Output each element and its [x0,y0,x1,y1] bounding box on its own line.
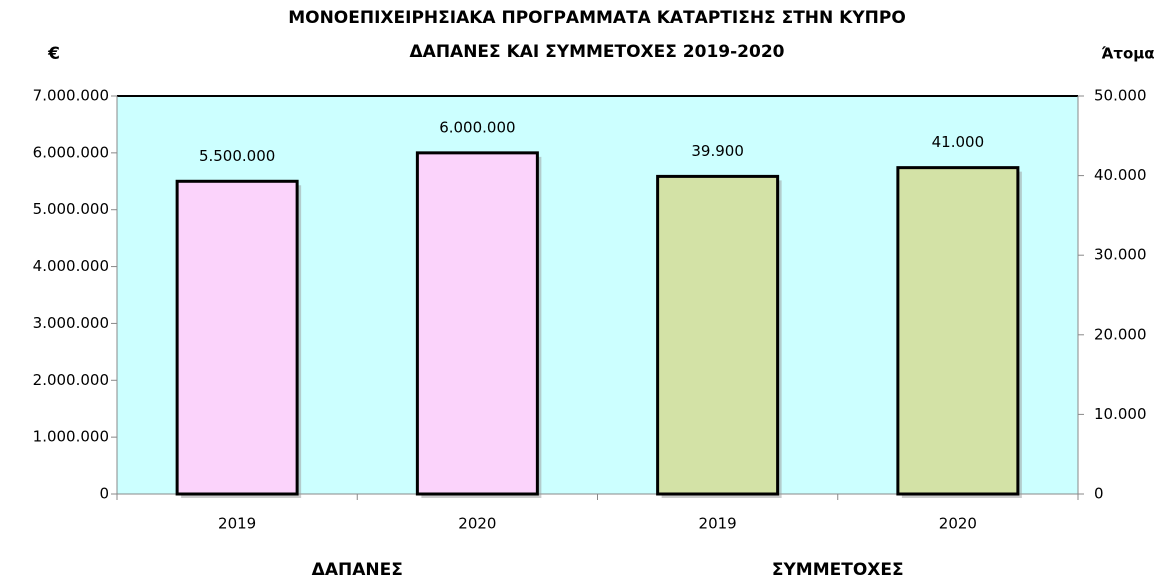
bar [415,151,539,496]
y2-tick-label: 0 [1094,485,1104,503]
x-tick-label: 2020 [458,515,496,533]
y-tick-label: 3.000.000 [33,314,109,332]
data-label: 5.500.000 [199,147,275,165]
bar [656,174,780,496]
data-label: 39.900 [691,142,744,160]
y-tick-label: 7.000.000 [33,87,109,105]
y2-tick-label: 30.000 [1094,246,1147,264]
data-label: 41.000 [932,133,985,151]
y2-tick-label: 10.000 [1094,405,1147,423]
x-tick-label: 2019 [218,515,256,533]
y2-tick-label: 40.000 [1094,166,1147,184]
y2-tick-label: 20.000 [1094,325,1147,343]
bar [896,166,1020,496]
x-tick-label: 2019 [699,515,737,533]
chart-subtitle: ΔΑΠΑΝΕΣ ΚΑΙ ΣΥΜΜΕΤΟΧΕΣ 2019-2020 [410,42,785,62]
y-tick-label: 1.000.000 [33,428,109,446]
x-tick-label: 2020 [939,515,977,533]
y-tick-label: 6.000.000 [33,143,109,161]
y2-tick-label: 50.000 [1094,87,1147,105]
y2-axis-label: Άτομα [1101,45,1154,63]
data-label: 6.000.000 [439,118,515,136]
group-label: ΣΥΜΜΕΤΟΧΕΣ [772,560,904,580]
y-tick-label: 4.000.000 [33,257,109,275]
y-tick-label: 0 [99,485,109,503]
y-axis-label: € [47,44,60,64]
y-tick-label: 2.000.000 [33,371,109,389]
bar [175,179,299,496]
chart-title: ΜΟΝΟΕΠΙΧΕΙΡΗΣΙΑΚΑ ΠΡΟΓΡΑΜΜΑΤΑ ΚΑΤΑΡΤΙΣΗΣ… [288,8,906,28]
group-label: ΔΑΠΑΝΕΣ [312,560,403,580]
y-tick-label: 5.000.000 [33,200,109,218]
